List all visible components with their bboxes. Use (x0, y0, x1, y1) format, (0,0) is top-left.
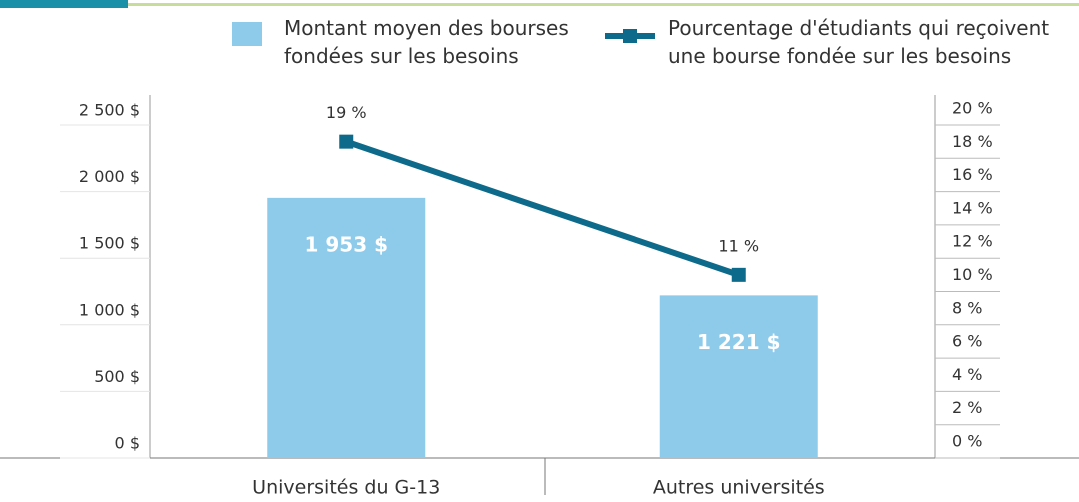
line-marker (731, 267, 746, 282)
y2-tick-label: 2 % (952, 398, 982, 417)
legend-label: Montant moyen des bourses fondées sur le… (284, 16, 569, 68)
bar (659, 295, 818, 458)
y2-tick-label: 14 % (952, 198, 993, 217)
y-tick-label: 1 500 $ (79, 234, 140, 253)
legend-swatch-bar (232, 22, 262, 46)
bar-value-label: 1 221 $ (697, 330, 781, 354)
y2-tick-label: 10 % (952, 265, 993, 284)
header-bar (0, 0, 128, 8)
line-marker (339, 134, 354, 149)
line (345, 138, 740, 278)
y2-tick-label: 18 % (952, 132, 993, 151)
y-tick-label: 0 $ (115, 434, 140, 453)
y2-tick-label: 4 % (952, 365, 982, 384)
y2-tick-label: 0 % (952, 432, 982, 451)
header-line (128, 3, 1079, 6)
y-tick-label: 2 500 $ (79, 101, 140, 120)
y2-tick-label: 8 % (952, 298, 982, 317)
bar-value-label: 1 953 $ (304, 232, 388, 256)
y2-tick-label: 20 % (952, 99, 993, 118)
y-tick-label: 1 000 $ (79, 300, 140, 319)
y-tick-label: 2 000 $ (79, 167, 140, 186)
y2-tick-label: 6 % (952, 332, 982, 351)
y2-tick-label: 16 % (952, 165, 993, 184)
line-value-label: 19 % (326, 103, 367, 122)
y-tick-label: 500 $ (94, 367, 140, 386)
bar (267, 197, 426, 458)
legend-swatch-marker (623, 29, 637, 43)
x-tick-label: Autres universités (653, 477, 825, 499)
line-value-label: 11 % (718, 236, 759, 255)
legend-label: Pourcentage d'étudiants qui reçoivent un… (668, 16, 1050, 68)
y2-tick-label: 12 % (952, 232, 993, 251)
x-tick-label: Universités du G-13 (252, 477, 440, 499)
